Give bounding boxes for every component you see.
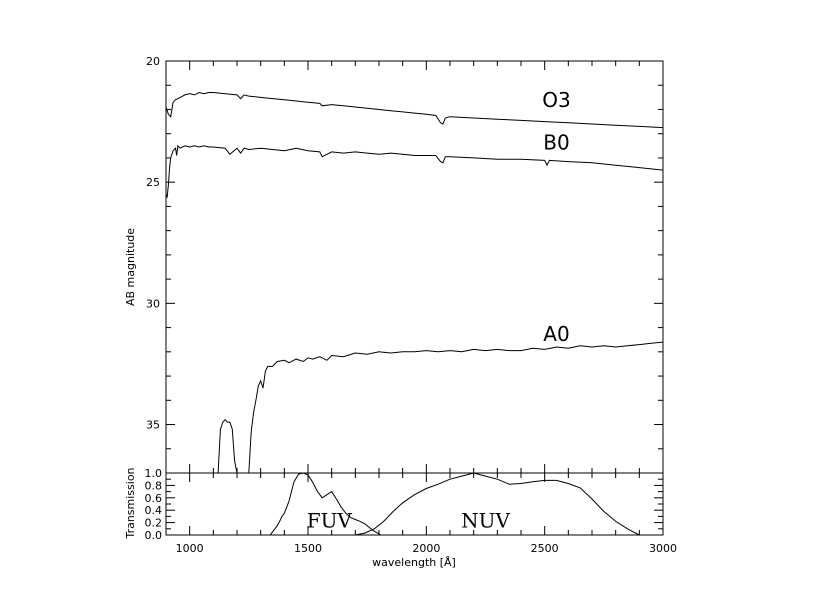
magnitude-y-axis-title: AB magnitude [124,228,137,306]
y-tick-label: 0.4 [145,504,163,517]
y-tick-label: 1.0 [145,467,163,480]
series-a0-line [215,341,664,474]
x-tick-label: 2000 [412,542,440,555]
x-tick-label: 1000 [176,542,204,555]
magnitude-tick-labels: 20 25 30 35 [146,55,160,432]
x-tick-label: 2500 [531,542,559,555]
series-b0-label: B0 [543,130,569,154]
transmission-series-group [269,472,640,536]
y-tick-label: 0.2 [145,517,163,530]
magnitude-panel: 20 25 30 35 O3 B0 A0 AB magnitude [124,55,664,474]
y-tick-label: 0.6 [145,492,163,505]
series-nuv-curve [355,472,640,536]
series-o3-line [165,91,664,129]
series-a0-label: A0 [543,322,569,346]
series-b0-line [165,144,664,199]
transmission-series-labels: FUV NUV [307,509,511,533]
y-tick-label: 0.8 [145,479,163,492]
transmission-y-axis-title: Transmission [124,467,137,539]
magnitude-series-group [165,91,664,474]
series-nuv-label: NUV [461,509,510,533]
series-fuv-curve [269,472,381,536]
y-tick-label: 30 [146,297,160,310]
transmission-axis-ticks [165,472,664,536]
magnitude-plot-frame [165,60,664,474]
transmission-tick-labels: 0.00.20.40.60.81.0 1000 1500 2000 2500 3000 [145,467,678,555]
magnitude-series-labels: O3 B0 A0 [542,88,570,346]
wavelength-x-axis-title: wavelength [Å] [372,556,456,569]
y-tick-label: 25 [146,176,160,189]
x-tick-label: 3000 [649,542,677,555]
series-o3-label: O3 [542,88,570,112]
x-tick-label: 1500 [294,542,322,555]
y-tick-label: 0.0 [145,529,163,542]
transmission-plot-frame [165,472,664,536]
transmission-panel: 0.00.20.40.60.81.0 1000 1500 2000 2500 3000 F… [124,467,677,569]
series-fuv-label: FUV [307,509,353,533]
y-tick-label: 35 [146,419,160,432]
magnitude-axis-ticks [165,60,664,474]
y-tick-label: 20 [146,55,160,68]
